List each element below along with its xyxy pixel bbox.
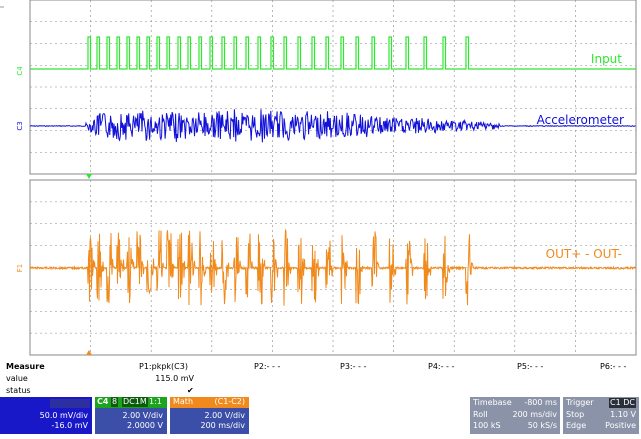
c4-offset: 2.0000 V (126, 421, 163, 430)
c3-channel-box[interactable]: 50.0 mV/div -16.0 mV (0, 397, 92, 434)
measure-value-row-label: value (6, 374, 28, 383)
c4-coupling: DC1M (122, 397, 148, 407)
trigger-marker-top[interactable] (86, 174, 92, 179)
output-trace (29, 228, 637, 306)
measure-p1-status: ✔ (187, 386, 194, 395)
measure-p4-label[interactable]: P4:- - - (428, 362, 454, 371)
trigger-level: 1.10 V (610, 410, 636, 419)
timebase-sample-rate: 50 kS/s (527, 421, 557, 430)
accelerometer-label: Accelerometer (537, 113, 624, 127)
timebase-title: Timebase (473, 398, 512, 407)
trigger-marker-bottom[interactable] (86, 350, 92, 355)
math-tag: Math (173, 397, 194, 406)
timebase-samples: 100 kS (473, 421, 501, 430)
measure-p2-label[interactable]: P2:- - - (254, 362, 280, 371)
c4-probe: 1:1 (149, 397, 162, 406)
math-volts-per-div: 2.00 V/div (204, 411, 245, 420)
trigger-slope: Positive (605, 421, 636, 430)
measure-title: Measure (6, 362, 45, 371)
timebase-mode: Roll (473, 410, 488, 419)
timebase-box[interactable]: Timebase -800 ms Roll 200 ms/div 100 kS … (470, 397, 560, 434)
math-function: (C1-C2) (214, 397, 245, 406)
timebase-delay: -800 ms (524, 398, 557, 407)
accelerometer-trace (30, 109, 636, 143)
c4-marker[interactable]: C4 (16, 66, 24, 76)
measure-status-row-label: status (6, 386, 31, 395)
c4-bw-flag: 8 (111, 397, 119, 407)
timebase-time-per-div: 200 ms/div (512, 410, 557, 419)
trigger-title: Trigger (566, 398, 594, 407)
trigger-type: Edge (566, 421, 587, 430)
trigger-box[interactable]: Trigger C1 DC Stop 1.10 V Edge Positive (563, 397, 639, 434)
measure-p3-label[interactable]: P3:- - - (340, 362, 366, 371)
c3-offset: -16.0 mV (51, 421, 88, 430)
trigger-state: Stop (566, 410, 585, 419)
measure-p1-label[interactable]: P1:pkpk(C3) (139, 362, 188, 371)
measure-p1-value: 115.0 mV (155, 374, 194, 383)
c4-tag: C4 (97, 397, 109, 406)
c3-marker[interactable]: C3 (16, 121, 24, 130)
measure-p5-label[interactable]: P5:- - - (517, 362, 543, 371)
input-trace (30, 36, 636, 70)
trigger-source: C1 DC (609, 398, 636, 408)
math-channel-box[interactable]: Math (C1-C2) 2.00 V/div 200 ms/div (170, 397, 249, 434)
c3-volts-per-div: 50.0 mV/div (39, 411, 88, 420)
output-label: OUT+ - OUT- (546, 247, 622, 261)
input-label: Input (591, 52, 622, 66)
c4-channel-box[interactable]: C4 8 DC1M 1:1 2.00 V/div 2.0000 V (95, 397, 167, 434)
c4-volts-per-div: 2.00 V/div (122, 411, 163, 420)
math-time-per-div: 200 ms/div (200, 421, 245, 430)
measure-p6-label[interactable]: P6:- - - (600, 362, 626, 371)
f1-marker[interactable]: F1 (16, 264, 24, 272)
